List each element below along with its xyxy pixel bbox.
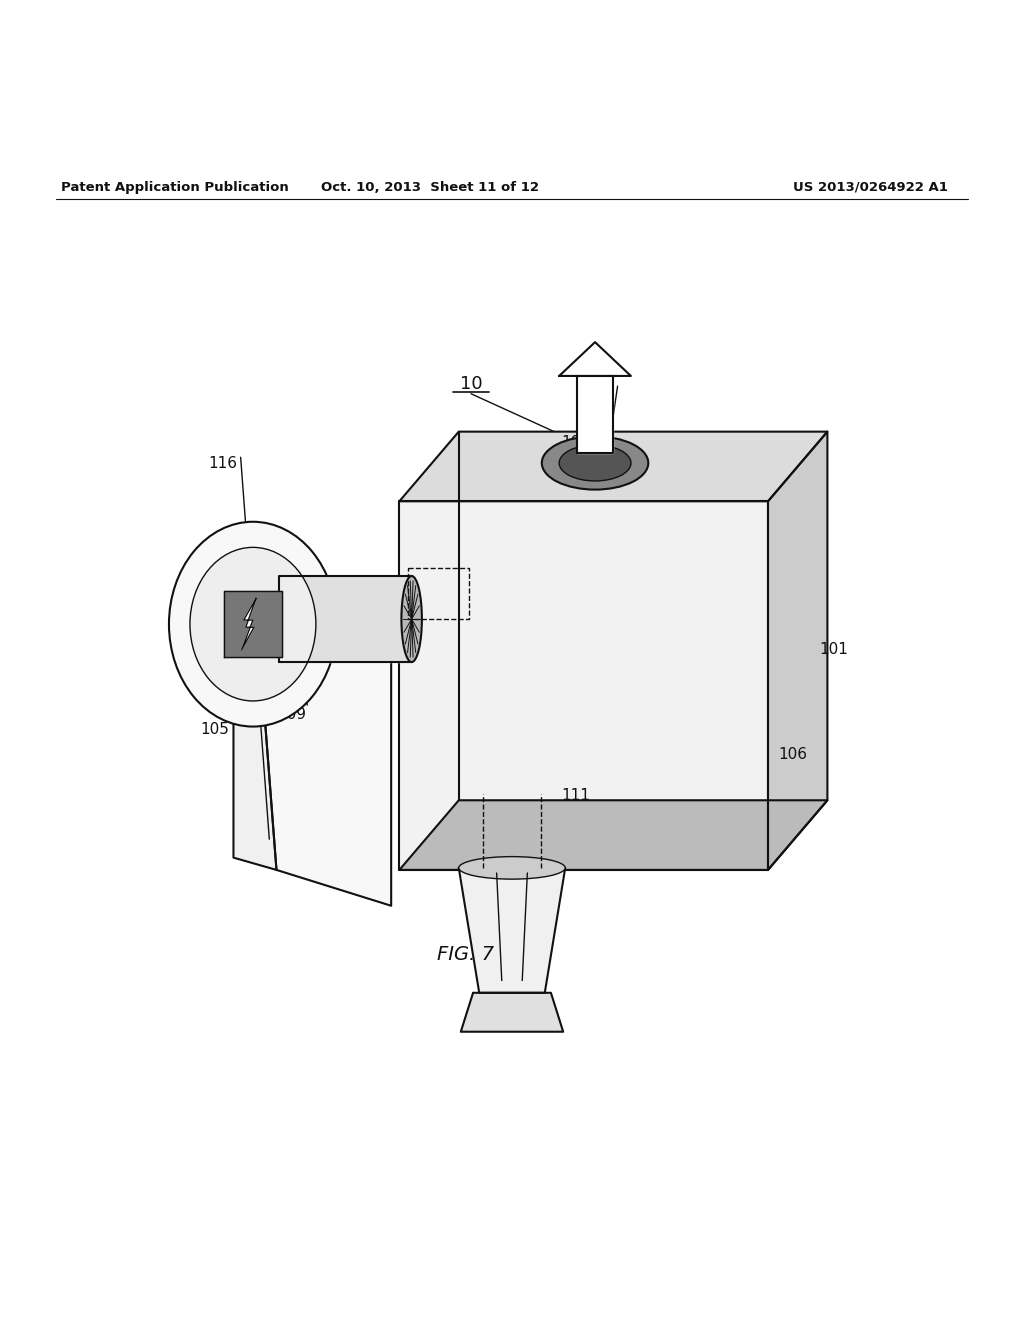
Polygon shape [459,867,565,993]
Ellipse shape [169,521,337,726]
Ellipse shape [401,576,422,663]
Text: 106: 106 [778,747,807,762]
Text: 108: 108 [561,436,590,450]
Ellipse shape [542,437,648,490]
Polygon shape [242,598,256,649]
Text: 101: 101 [819,643,848,657]
Polygon shape [577,376,613,453]
Text: Patent Application Publication: Patent Application Publication [61,181,289,194]
Text: 109: 109 [278,706,306,722]
Text: Oct. 10, 2013  Sheet 11 of 12: Oct. 10, 2013 Sheet 11 of 12 [322,181,539,194]
Polygon shape [461,993,563,1032]
Text: US 2013/0264922 A1: US 2013/0264922 A1 [793,181,948,194]
Text: 105: 105 [201,722,229,737]
Text: 10: 10 [460,375,482,392]
Polygon shape [224,591,282,657]
Ellipse shape [559,445,631,480]
Polygon shape [559,342,631,376]
Ellipse shape [459,857,565,879]
Text: 102: 102 [237,552,265,568]
Polygon shape [399,502,768,870]
Polygon shape [256,603,391,906]
Polygon shape [279,576,412,663]
Text: 116: 116 [209,455,238,471]
Polygon shape [399,800,827,870]
Text: 111: 111 [561,788,590,803]
Polygon shape [233,603,276,870]
Polygon shape [399,432,827,502]
Polygon shape [768,432,827,870]
Text: FIG. 7: FIG. 7 [437,945,495,965]
Ellipse shape [190,548,315,701]
